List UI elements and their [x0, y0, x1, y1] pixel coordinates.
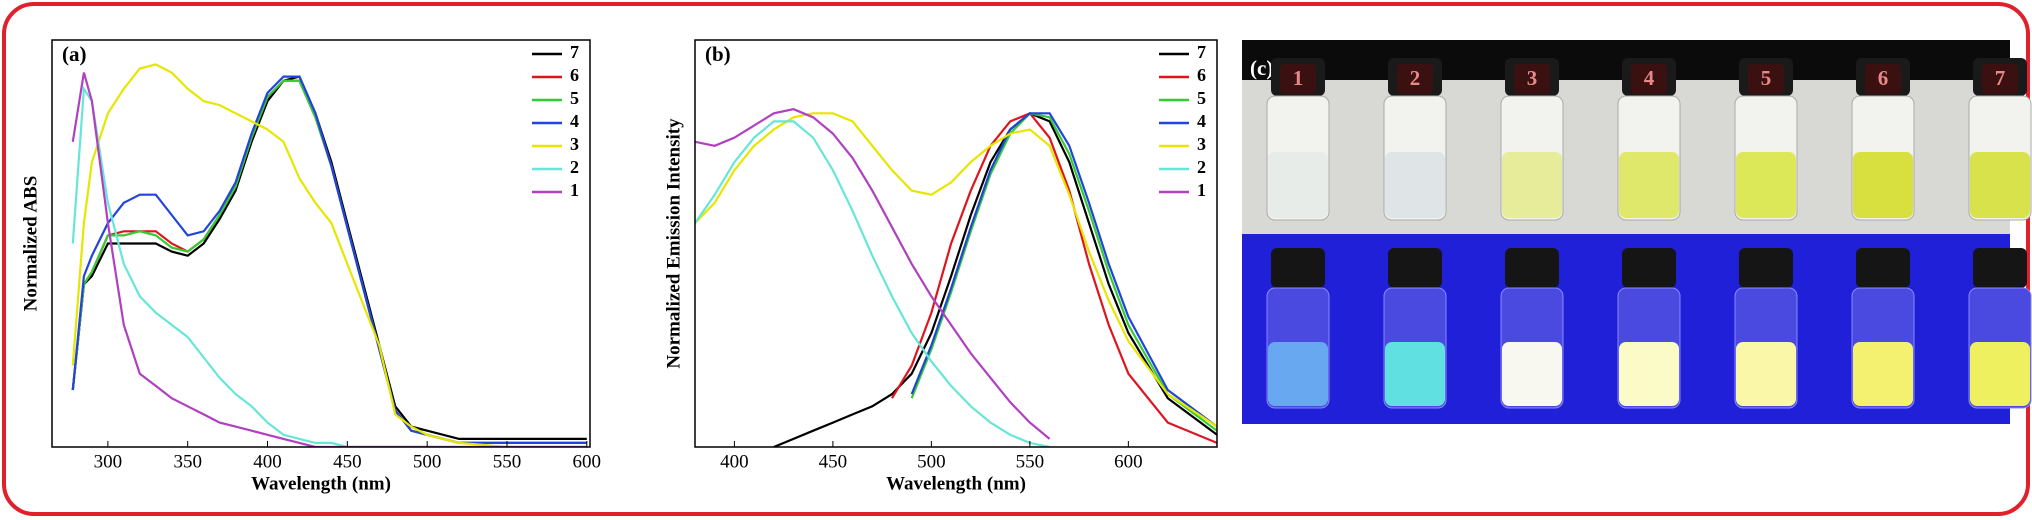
- legend-label: 4: [570, 111, 579, 131]
- y-axis-label: Normalized Emission Intensity: [663, 118, 684, 369]
- legend-label: 7: [1197, 42, 1206, 62]
- vial-liquid: [1970, 152, 2030, 218]
- x-tick-label: 600: [1114, 451, 1143, 472]
- vial-liquid: [1619, 152, 1679, 218]
- x-tick-label: 350: [173, 451, 202, 472]
- vial-label: 1: [1293, 66, 1304, 90]
- x-tick-label: 500: [917, 451, 946, 472]
- spectrum-line: [71, 72, 587, 447]
- y-axis-label: Normalized ABS: [20, 176, 41, 312]
- x-tick-label: 550: [493, 451, 522, 472]
- vial-cap-uv: [1388, 248, 1442, 288]
- vial-cap-uv: [1973, 248, 2027, 288]
- x-tick-label: 450: [819, 451, 848, 472]
- spectrum-line: [695, 108, 1051, 440]
- vial-cap-uv: [1622, 248, 1676, 288]
- vial-tag: [1514, 64, 1550, 94]
- vial-tag: [1982, 64, 2018, 94]
- legend-label: 3: [570, 134, 579, 154]
- vial-tag: [1631, 64, 1667, 94]
- vial-liquid: [1853, 152, 1913, 218]
- vial-liquid: [1502, 152, 1562, 218]
- legend-label: 5: [570, 88, 579, 108]
- vial-liquid: [1385, 152, 1445, 218]
- vial-tag: [1397, 64, 1433, 94]
- spectrum-line: [71, 75, 587, 444]
- spectrum-line: [71, 63, 587, 447]
- spectrum-line: [910, 112, 1217, 428]
- vial-uv-liquid: [1268, 342, 1328, 406]
- x-axis-label: Wavelength (nm): [251, 473, 391, 494]
- spectrum-line: [71, 85, 587, 447]
- x-tick-label: 550: [1016, 451, 1045, 472]
- vial-liquid: [1736, 152, 1796, 218]
- vial-label: 3: [1527, 66, 1538, 90]
- plot-frame: [51, 39, 591, 448]
- legend-label: 4: [1197, 111, 1206, 131]
- vial-uv-liquid: [1736, 342, 1796, 406]
- panel-label: (b): [705, 42, 731, 66]
- vial-label: 7: [1995, 66, 2006, 90]
- vial-tag: [1865, 64, 1901, 94]
- spectrum-line: [71, 79, 587, 444]
- x-tick-label: 400: [720, 451, 749, 472]
- vial-cap-uv: [1271, 248, 1325, 288]
- spectrum-line: [695, 112, 1217, 428]
- x-tick-label: 300: [94, 451, 123, 472]
- panel-label: (c): [1250, 56, 1273, 80]
- legend-label: 1: [1197, 180, 1206, 200]
- vial-tag: [1280, 64, 1316, 94]
- vial-label: 2: [1410, 66, 1421, 90]
- legend-label: 5: [1197, 88, 1206, 108]
- spectrum-line: [773, 112, 1217, 447]
- vial-uv-liquid: [1970, 342, 2030, 406]
- legend-label: 3: [1197, 134, 1206, 154]
- panel-label: (a): [62, 42, 87, 66]
- vial-uv-liquid: [1385, 342, 1445, 406]
- vial-label: 6: [1878, 66, 1889, 90]
- vial-cap-uv: [1505, 248, 1559, 288]
- vial-liquid: [1268, 152, 1328, 218]
- vial-uv-liquid: [1853, 342, 1913, 406]
- spectrum-line: [695, 120, 1050, 447]
- x-tick-label: 600: [573, 451, 602, 472]
- legend-label: 1: [570, 180, 579, 200]
- spectrum-line: [71, 75, 587, 440]
- x-axis-label: Wavelength (nm): [886, 473, 1026, 494]
- legend-label: 6: [1197, 65, 1206, 85]
- x-tick-label: 500: [413, 451, 442, 472]
- legend-label: 6: [570, 65, 579, 85]
- x-tick-label: 450: [333, 451, 362, 472]
- vial-uv-liquid: [1502, 342, 1562, 406]
- plot-frame: [694, 39, 1218, 448]
- vial-label: 4: [1644, 66, 1655, 90]
- legend-label: 2: [1197, 157, 1206, 177]
- vial-label: 5: [1761, 66, 1772, 90]
- legend-label: 2: [570, 157, 579, 177]
- spectrum-line: [910, 112, 1217, 432]
- vial-tag: [1748, 64, 1784, 94]
- photo-panel: (c) 1 2 3 4 5 6 7: [1242, 40, 2032, 424]
- x-tick-label: 400: [253, 451, 282, 472]
- spectrum-line: [71, 79, 587, 444]
- vial-uv-liquid: [1619, 342, 1679, 406]
- legend-label: 7: [570, 42, 579, 62]
- vial-cap-uv: [1739, 248, 1793, 288]
- vial-cap-uv: [1856, 248, 1910, 288]
